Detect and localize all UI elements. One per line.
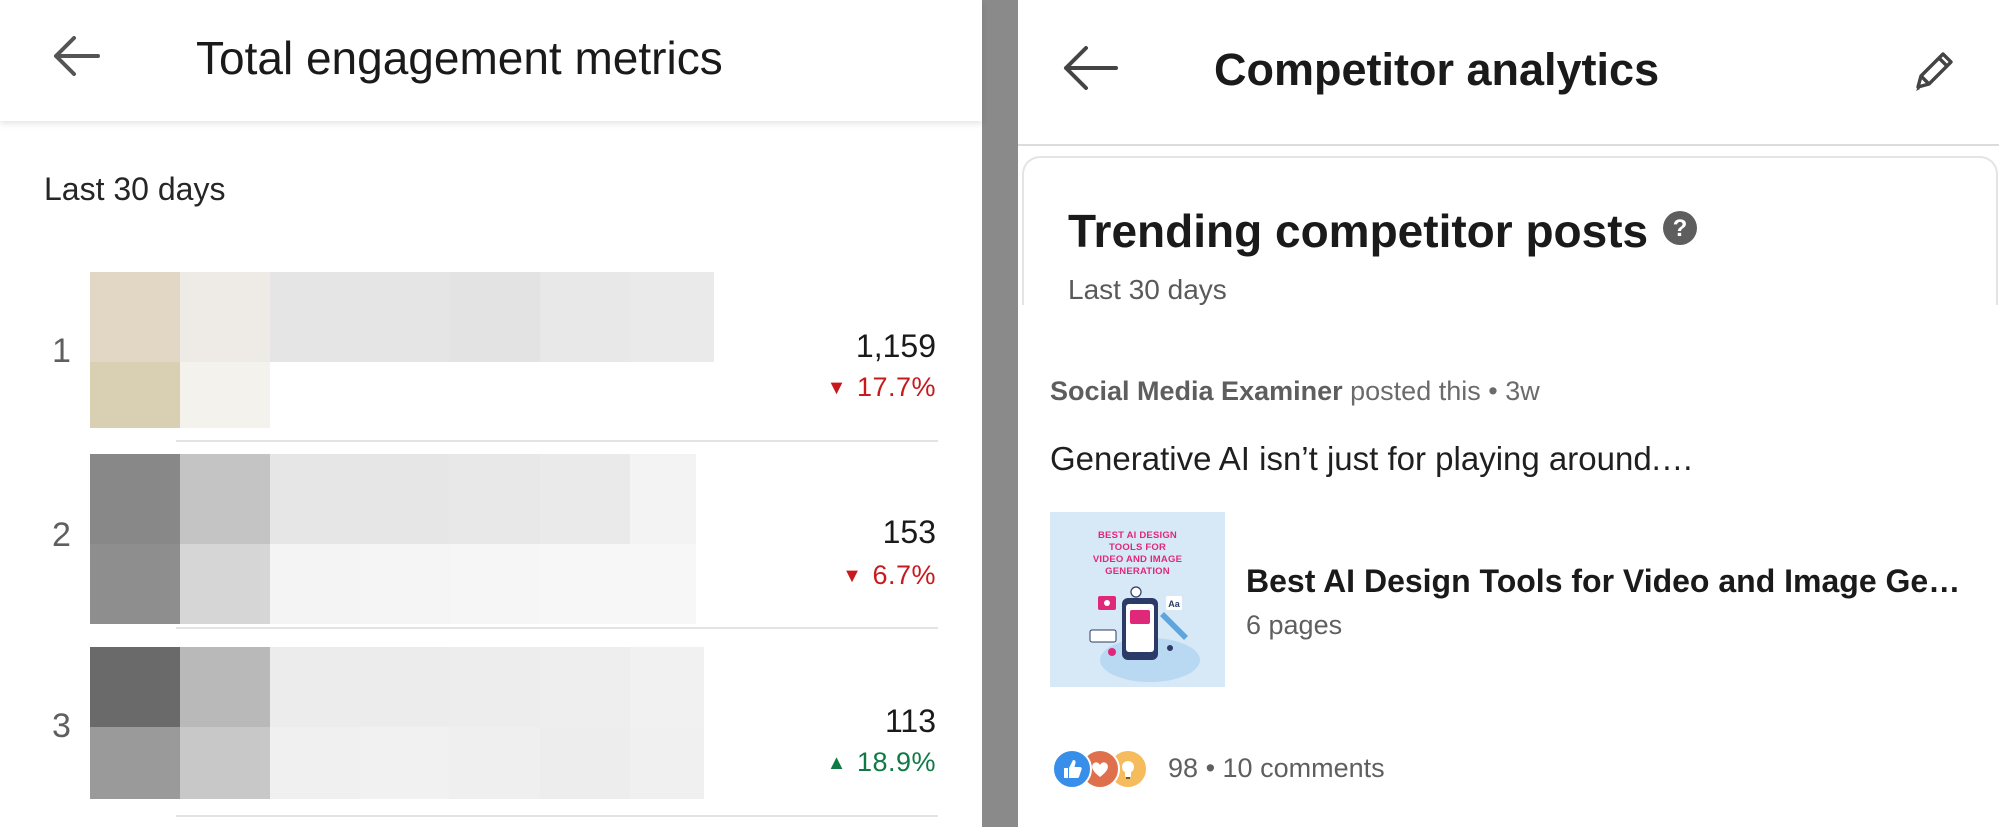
card-title: Trending competitor posts <box>1068 205 1649 257</box>
question-circle-icon[interactable]: ? <box>1662 210 1698 246</box>
edit-button[interactable] <box>1906 45 1960 99</box>
post-action: posted this <box>1350 376 1481 406</box>
row-divider <box>176 627 938 629</box>
counts-separator: • <box>1205 753 1216 783</box>
period-label: Last 30 days <box>44 171 226 207</box>
back-button[interactable] <box>1060 38 1120 98</box>
engagement-metrics-screen: Total engagement metrics Last 30 days 1 … <box>0 0 982 827</box>
rank-number: 1 <box>52 332 71 370</box>
change-percent: 18.9% <box>856 747 936 777</box>
document-thumbnail[interactable]: BEST AI DESIGN TOOLS FOR VIDEO AND IMAGE… <box>1050 512 1225 687</box>
metric-change: ▲ 18.9% <box>827 747 936 778</box>
metric-change: ▼ 6.7% <box>842 560 936 591</box>
metric-value: 1,159 <box>855 328 936 364</box>
page-title: Competitor analytics <box>1214 44 1660 95</box>
triangle-up-icon: ▲ <box>826 752 847 774</box>
post-text[interactable]: Generative AI isn’t just for playing aro… <box>1050 440 1694 477</box>
metric-value: 113 <box>884 703 936 739</box>
post-author[interactable]: Social Media Examiner <box>1050 376 1343 406</box>
arrow-left-icon <box>1064 46 1118 90</box>
social-counts: 98 • 10 comments <box>1168 753 1385 784</box>
like-icon <box>1052 749 1092 789</box>
top-app-bar: Competitor analytics <box>1018 0 1999 146</box>
document-page-count: 6 pages <box>1246 610 1343 640</box>
period-label: Last 30 days <box>1068 274 1227 305</box>
document-thumbnail-text: BEST AI DESIGN TOOLS FOR VIDEO AND IMAGE… <box>1092 530 1183 577</box>
comments-count[interactable]: 10 comments <box>1222 753 1385 783</box>
metric-change: ▼ 17.7% <box>827 372 936 403</box>
top-app-bar: Total engagement metrics <box>0 0 982 121</box>
arrow-left-icon <box>54 36 100 76</box>
reactions-count[interactable]: 98 <box>1168 753 1199 783</box>
svg-text:Aa: Aa <box>1168 599 1180 609</box>
change-percent: 6.7% <box>872 560 936 590</box>
triangle-down-icon: ▼ <box>842 565 863 587</box>
triangle-down-icon: ▼ <box>826 377 847 399</box>
post-meta: Social Media Examiner posted this • 3w <box>1050 376 1540 407</box>
metric-value: 153 <box>882 514 936 550</box>
blurred-thumbnail <box>90 272 720 428</box>
back-button[interactable] <box>46 26 106 86</box>
change-percent: 17.7% <box>856 372 936 402</box>
blurred-thumbnail <box>90 454 696 624</box>
ranked-item-3[interactable]: 3 113 ▲ 18.9% <box>0 647 982 827</box>
row-divider <box>176 440 938 442</box>
ranked-item-1[interactable]: 1 1,159 ▼ 17.7% <box>0 272 982 442</box>
ranked-item-2[interactable]: 2 153 ▼ 6.7% <box>0 454 982 626</box>
page-title: Total engagement metrics <box>196 32 723 84</box>
row-divider <box>176 815 938 817</box>
post-age: 3w <box>1505 376 1540 406</box>
blurred-thumbnail <box>90 647 704 799</box>
panel-divider <box>982 0 1018 827</box>
ai-tools-illustration: Aa <box>1089 586 1200 682</box>
pencil-icon <box>1916 52 1953 91</box>
rank-number: 2 <box>52 516 71 554</box>
svg-text:?: ? <box>1673 215 1688 242</box>
reactions-stack[interactable] <box>1052 749 1172 791</box>
rank-number: 3 <box>52 707 71 745</box>
competitor-analytics-screen: Competitor analytics Trending competitor… <box>1018 0 1999 827</box>
meta-separator: • <box>1488 376 1498 406</box>
document-title[interactable]: Best AI Design Tools for Video and Image… <box>1246 563 1964 599</box>
